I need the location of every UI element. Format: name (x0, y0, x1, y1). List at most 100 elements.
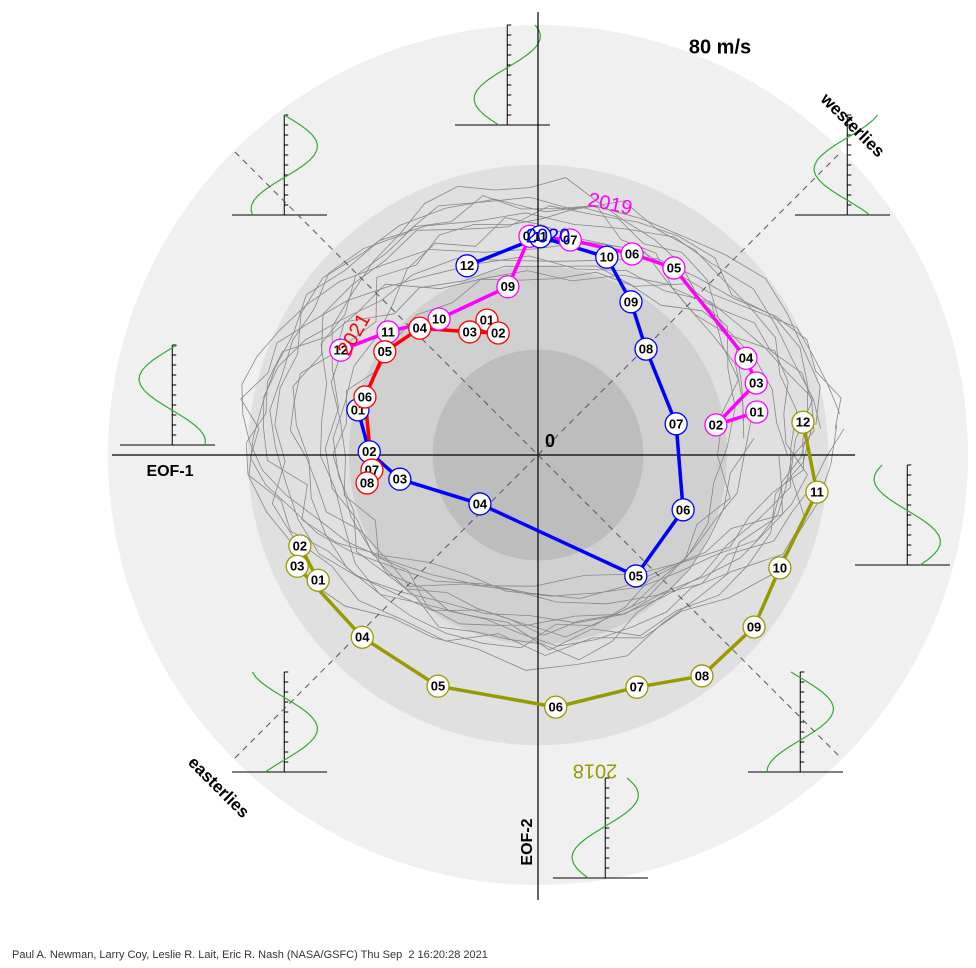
month-marker (634, 337, 658, 361)
inset-profile (251, 671, 319, 773)
origin-label: 0 (545, 431, 555, 451)
month-label: 04 (413, 321, 428, 336)
month-marker (595, 245, 619, 269)
history-trace (332, 217, 755, 661)
month-marker (486, 321, 510, 345)
month-label: 03 (749, 375, 763, 390)
month-label: 12 (334, 343, 348, 358)
month-label: 05 (431, 679, 445, 694)
month-marker (355, 471, 379, 495)
inset-profile (138, 344, 207, 446)
month-marker (742, 615, 766, 639)
month-label: 07 (669, 416, 683, 431)
month-marker (373, 340, 397, 364)
month-label: 11 (381, 324, 395, 339)
month-label: 04 (473, 496, 488, 511)
y-axis-label: EOF-2 (519, 818, 536, 865)
month-marker (734, 346, 758, 370)
inset-profile (250, 114, 319, 216)
year-label: 2018 (573, 760, 618, 782)
history-trace (269, 196, 798, 624)
month-label: 09 (747, 619, 761, 634)
month-marker (625, 675, 649, 699)
inset-profile (813, 114, 878, 216)
month-marker (704, 413, 728, 437)
month-marker (805, 480, 829, 504)
ring-label: 80 m/s (689, 36, 751, 58)
month-marker (408, 316, 432, 340)
inset-profile (766, 671, 835, 773)
month-marker (664, 412, 688, 436)
month-marker (496, 275, 520, 299)
month-marker (427, 307, 451, 331)
month-label: 10 (600, 250, 614, 265)
month-marker (329, 338, 353, 362)
month-marker (455, 254, 479, 278)
month-marker (619, 290, 643, 314)
month-marker (353, 385, 377, 409)
month-label: 06 (676, 502, 690, 517)
month-label: 12 (796, 415, 810, 430)
month-label: 03 (393, 472, 407, 487)
month-marker (744, 371, 768, 395)
inset-profile (571, 777, 639, 879)
month-label: 01 (480, 313, 494, 328)
month-marker (620, 242, 644, 266)
x-axis-label: EOF-1 (146, 463, 193, 480)
month-label: 07 (563, 232, 577, 247)
history-trace (271, 198, 838, 656)
month-label: 03 (290, 559, 304, 574)
year-label: 2020 (526, 225, 571, 247)
history-trace (320, 195, 739, 649)
month-marker (768, 556, 792, 580)
month-marker (662, 256, 686, 280)
month-label: 02 (362, 444, 376, 459)
month-marker (426, 674, 450, 698)
month-label: 03 (463, 324, 477, 339)
month-label: 08 (695, 668, 709, 683)
month-label: 09 (624, 294, 638, 309)
month-label: 06 (549, 700, 563, 715)
month-label: 08 (360, 475, 374, 490)
month-marker (388, 467, 412, 491)
month-marker (544, 695, 568, 719)
month-label: 11 (810, 485, 824, 500)
month-marker (791, 410, 815, 434)
month-label: 05 (629, 568, 643, 583)
month-label: 02 (709, 417, 723, 432)
month-label: 04 (739, 351, 754, 366)
history-trace (330, 206, 752, 636)
month-marker (458, 320, 482, 344)
month-marker (528, 225, 552, 249)
month-label: 06 (625, 246, 639, 261)
month-marker (690, 664, 714, 688)
month-label: 11 (533, 229, 547, 244)
month-label: 02 (491, 325, 505, 340)
month-label: 01 (311, 573, 325, 588)
month-label: 08 (639, 342, 653, 357)
month-label: 05 (667, 260, 681, 275)
month-marker (671, 498, 695, 522)
inset-profile (473, 24, 542, 126)
month-marker (558, 228, 582, 252)
month-marker (468, 492, 492, 516)
month-marker (350, 625, 374, 649)
month-label: 04 (355, 630, 370, 645)
month-label: 02 (293, 538, 307, 553)
month-marker (285, 554, 309, 578)
month-marker (306, 568, 330, 592)
month-label: 10 (773, 560, 787, 575)
history-trace (292, 205, 813, 651)
month-marker (624, 564, 648, 588)
month-label: 05 (378, 344, 392, 359)
profile-insets (120, 24, 950, 879)
credit: Paul A. Newman, Larry Coy, Leslie R. Lai… (12, 949, 488, 961)
history-trace (248, 212, 814, 671)
history-trace (240, 255, 821, 599)
month-marker (745, 400, 769, 424)
month-label: 09 (501, 279, 515, 294)
month-label: 10 (432, 311, 446, 326)
axes (112, 12, 855, 900)
inset-profile (873, 464, 942, 566)
